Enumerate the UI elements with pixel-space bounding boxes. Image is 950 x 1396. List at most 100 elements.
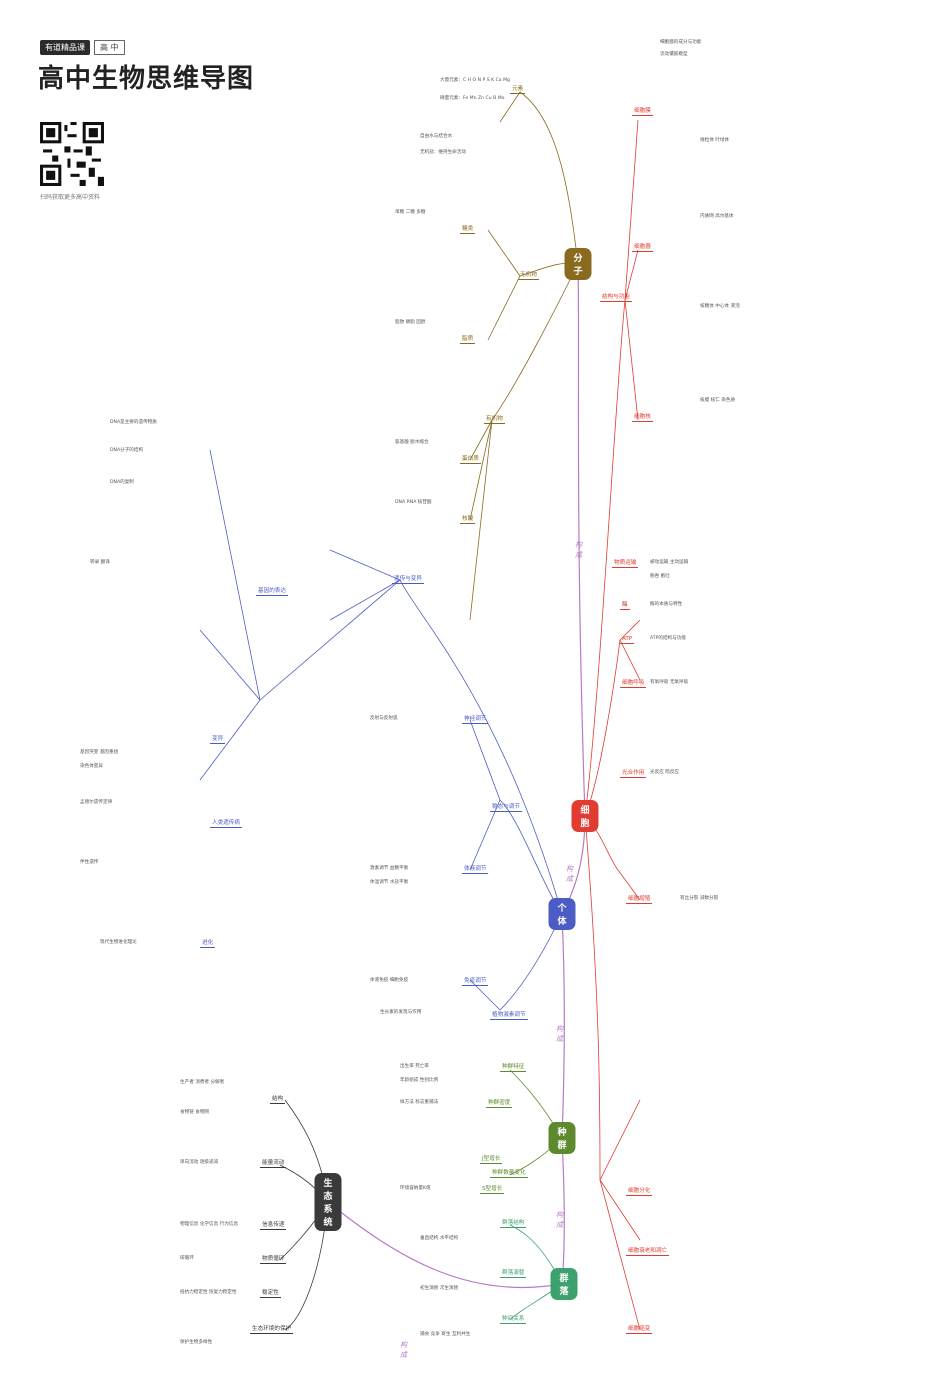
branch-plant-hormones[interactable]: 植物激素调节: [490, 1012, 528, 1020]
branch-nucleic-acid[interactable]: 核酸: [460, 516, 476, 524]
leaf: 激素调节 血糖平衡: [370, 866, 409, 871]
branch-info-transfer[interactable]: 信息传递: [260, 1222, 287, 1230]
leaf: 现代生物进化理论: [100, 940, 137, 945]
branch-elements[interactable]: 元素: [510, 86, 526, 94]
branch-genetics[interactable]: 遗传与变异: [392, 576, 424, 584]
leaf: DNA是主要的遗传物质: [110, 420, 157, 425]
branch-cancer[interactable]: 细胞癌变: [626, 1326, 653, 1334]
hub-cell[interactable]: 细胞: [571, 800, 599, 832]
branch-features[interactable]: 种群特征: [500, 1064, 527, 1072]
leaf: 单糖 二糖 多糖: [395, 210, 426, 215]
qr-caption: 扫码获取更多高中资料: [40, 194, 101, 201]
branch-community-structure[interactable]: 群落结构: [500, 1220, 527, 1228]
branch-mutation[interactable]: 变异: [210, 736, 226, 744]
branch-immune[interactable]: 免疫调节: [462, 978, 489, 986]
leaf: 样方法 标志重捕法: [400, 1100, 439, 1105]
branch-humoral[interactable]: 体液调节: [462, 866, 489, 874]
branch-evolution[interactable]: 进化: [200, 940, 216, 948]
leaf: 单向流动 逐级递减: [180, 1160, 219, 1165]
hub-ecosystem[interactable]: 生态系统: [314, 1173, 342, 1231]
branch-differentiation[interactable]: 细胞分化: [626, 1188, 653, 1196]
leaf: 孟德尔遗传定律: [80, 800, 113, 805]
link-molecule-organelle: [577, 263, 586, 817]
branch-atp[interactable]: ATP: [620, 636, 635, 644]
hub-individual[interactable]: 个体: [548, 898, 576, 930]
branch-aging[interactable]: 细胞衰老和凋亡: [626, 1248, 670, 1256]
leaf: 流动镶嵌模型: [660, 52, 688, 57]
leaf: 核糖体 中心体 液泡: [700, 304, 740, 309]
leaf: 线粒体 叶绿体: [700, 138, 730, 143]
leaf: 有氧呼吸 无氧呼吸: [650, 680, 689, 685]
leaf: 物理信息 化学信息 行为信息: [180, 1222, 239, 1227]
brand-logo: 有道精品课: [40, 40, 90, 55]
leaf: 抵抗力稳定性 恢复力稳定性: [180, 1290, 237, 1295]
qr-code: [40, 122, 104, 186]
branch-growth[interactable]: 种群数量变化: [490, 1170, 528, 1178]
leaf: 有丝分裂 减数分裂: [680, 896, 719, 901]
leaf: 细胞膜的成分与功能: [660, 40, 702, 45]
hub-molecule[interactable]: 分子: [564, 248, 592, 280]
leaf: 内质网 高尔基体: [700, 214, 734, 219]
leaf: 生长素的发现与作用: [380, 1010, 422, 1015]
leaf: 捕食 竞争 寄生 互利共生: [420, 1332, 471, 1337]
branch-organic[interactable]: 有机物: [484, 416, 505, 424]
leaf: 垂直结构 水平结构: [420, 1236, 459, 1241]
branch-material-cycle[interactable]: 物质循环: [260, 1256, 287, 1264]
branch-density[interactable]: 种群密度: [486, 1100, 513, 1108]
branch-nerve[interactable]: 神经调节: [462, 716, 489, 724]
branch-inorganic[interactable]: 无机物: [518, 272, 539, 280]
branch-stability[interactable]: 稳定性: [260, 1290, 281, 1298]
leaf: 转录 翻译: [90, 560, 110, 565]
leaf: DNA的复制: [110, 480, 134, 485]
brand-bar: 有道精品课 高 中: [40, 40, 125, 55]
branch-eco-structure[interactable]: 结构: [270, 1096, 286, 1104]
branch-enzyme[interactable]: 酶: [620, 602, 630, 610]
link-label: 构成: [575, 541, 582, 559]
branch-organelles[interactable]: 细胞器: [632, 244, 653, 252]
leaf: 碳循环: [180, 1256, 194, 1261]
leaf: 大量元素：C H O N P S K Ca Mg: [440, 78, 510, 83]
branch-material-transport[interactable]: 物质运输: [612, 560, 639, 568]
grade-tag: 高 中: [94, 40, 125, 55]
branch-respiration[interactable]: 细胞呼吸: [620, 680, 647, 688]
leaf: 胞吞 胞吐: [650, 574, 670, 579]
branch-membrane[interactable]: 细胞膜: [632, 108, 653, 116]
branch-gene-expression[interactable]: 基因的表达: [256, 588, 288, 596]
leaf: 保护生物多样性: [180, 1340, 213, 1345]
leaf: 光反应 暗反应: [650, 770, 680, 775]
leaf: 染色体变异: [80, 764, 103, 769]
leaf: 生产者 消费者 分解者: [180, 1080, 225, 1085]
leaf: 脂肪 磷脂 固醇: [395, 320, 426, 325]
leaf: 出生率 死亡率: [400, 1064, 430, 1069]
leaf: 反射与反射弧: [370, 716, 398, 721]
branch-division[interactable]: 细胞增殖: [626, 896, 653, 904]
branch-protection[interactable]: 生态环境的保护: [250, 1326, 294, 1334]
branch-energy-flow[interactable]: 能量流动: [260, 1160, 287, 1168]
branch-s-curve[interactable]: S型增长: [480, 1186, 505, 1194]
branch-interspecies[interactable]: 种间关系: [500, 1316, 527, 1324]
hub-population[interactable]: 种群: [548, 1122, 576, 1154]
branch-succession[interactable]: 群落演替: [500, 1270, 527, 1278]
leaf: 伴性遗传: [80, 860, 99, 865]
branch-nucleus[interactable]: 细胞核: [632, 414, 653, 422]
branch-homeostasis[interactable]: 稳态与调节: [490, 804, 522, 812]
link-label: 构成: [556, 1211, 563, 1229]
leaf: DNA分子的结构: [110, 448, 144, 453]
branch-structure[interactable]: 结构与功能: [600, 294, 632, 302]
branch-photosynthesis[interactable]: 光合作用: [620, 770, 647, 778]
branch-human-genetics[interactable]: 人类遗传病: [210, 820, 242, 828]
leaf: ATP的结构与功能: [650, 636, 686, 641]
leaf: 基因突变 基因重组: [80, 750, 119, 755]
link-label: 构成: [400, 1341, 407, 1359]
leaf: 自由水与结合水: [420, 134, 453, 139]
hub-community[interactable]: 群落: [550, 1268, 578, 1300]
leaf: 微量元素：Fe Mn Zn Cu B Mo: [440, 96, 505, 101]
branch-protein[interactable]: 蛋白质: [460, 456, 481, 464]
branch-lipid[interactable]: 脂质: [460, 336, 476, 344]
branch-j-curve[interactable]: J型增长: [480, 1156, 503, 1164]
link-label: 构成: [566, 865, 573, 883]
leaf: 食物链 食物网: [180, 1110, 210, 1115]
branch-carbohydrate[interactable]: 糖类: [460, 226, 476, 234]
leaf: 体液免疫 细胞免疫: [370, 978, 409, 983]
leaf: DNA RNA 核苷酸: [395, 500, 432, 505]
